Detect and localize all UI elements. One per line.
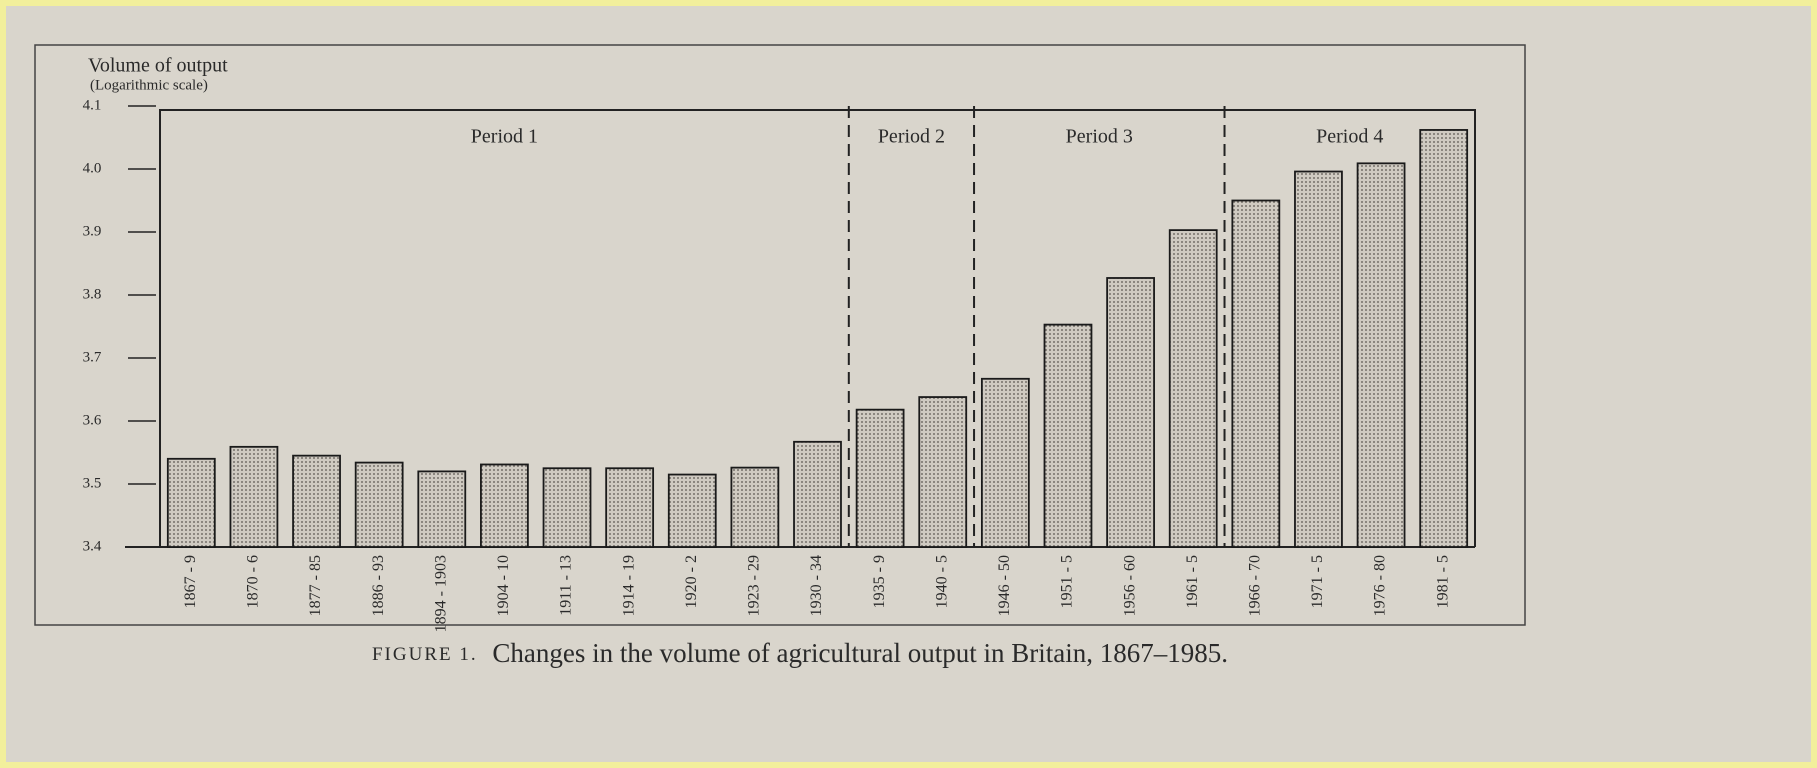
bar-texture — [354, 461, 404, 548]
bar-texture — [1231, 199, 1281, 548]
caption-text: Changes in the volume of agricultural ou… — [492, 638, 1228, 668]
bar-texture — [292, 454, 341, 548]
y-tick-label: 3.6 — [83, 412, 102, 428]
period-label: Period 1 — [471, 126, 538, 148]
period-label: Period 2 — [878, 126, 945, 148]
x-tick-label: 1951 - 5 — [1059, 555, 1076, 608]
bar-texture — [166, 457, 216, 548]
x-tick-label: 1976 - 80 — [1372, 555, 1389, 616]
period-label: Period 3 — [1066, 126, 1133, 148]
y-tick-label: 3.5 — [83, 475, 102, 491]
bar-texture — [730, 466, 780, 548]
bar-texture — [793, 440, 842, 548]
bar-texture — [1356, 162, 1406, 548]
x-tick-label: 1877 - 85 — [307, 555, 324, 616]
y-tick-label: 3.4 — [83, 538, 102, 554]
x-tick-label: 1904 - 10 — [495, 555, 512, 616]
paper — [6, 6, 1811, 762]
x-tick-label: 1956 - 60 — [1121, 555, 1138, 616]
y-tick-label: 4.1 — [83, 97, 102, 113]
y-tick-label: 4.0 — [83, 160, 102, 176]
bar-texture — [855, 408, 905, 548]
bar-texture — [1419, 129, 1469, 548]
x-tick-label: 1966 - 70 — [1247, 555, 1264, 616]
y-tick-label: 3.8 — [83, 286, 102, 302]
y-axis-note: (Logarithmic scale) — [90, 77, 208, 93]
x-tick-label: 1914 - 19 — [620, 555, 637, 616]
x-tick-label: 1961 - 5 — [1184, 555, 1201, 608]
y-tick-label: 3.7 — [83, 349, 102, 365]
caption: FIGURE 1. Changes in the volume of agric… — [372, 638, 1228, 668]
plot-frame — [159, 109, 1476, 547]
bar-texture — [1294, 170, 1343, 548]
x-tick-label: 1930 - 34 — [808, 555, 825, 616]
figure-frame — [34, 44, 1526, 626]
x-tick-label: 1923 - 29 — [746, 555, 763, 616]
x-tick-label: 1981 - 5 — [1434, 555, 1451, 608]
x-tick-label: 1886 - 93 — [370, 555, 387, 616]
caption-prefix: FIGURE 1. — [372, 644, 478, 665]
bar-texture — [480, 463, 529, 548]
x-tick-label: 1940 - 5 — [933, 555, 950, 608]
bar-texture — [1168, 229, 1218, 548]
bar-texture — [605, 467, 655, 548]
bar-texture — [918, 396, 968, 548]
bar-texture — [229, 445, 279, 548]
x-tick-label: 1935 - 9 — [871, 555, 888, 608]
x-tick-label: 1894 - 1903 — [432, 555, 449, 632]
y-tick-label: 3.9 — [83, 223, 102, 239]
bar-texture — [667, 473, 717, 548]
x-tick-label: 1920 - 2 — [683, 555, 700, 608]
bar-texture — [1106, 277, 1155, 548]
y-axis-label: Volume of output — [88, 55, 228, 77]
period-label: Period 4 — [1316, 126, 1383, 148]
bar-texture — [980, 377, 1030, 548]
x-tick-label: 1971 - 5 — [1309, 555, 1326, 608]
x-tick-label: 1870 - 6 — [245, 555, 262, 608]
x-tick-label: 1911 - 13 — [558, 555, 575, 616]
bar-texture — [542, 467, 592, 548]
bar-texture — [1043, 323, 1093, 548]
bar-texture — [417, 470, 467, 548]
x-tick-label: 1946 - 50 — [996, 555, 1013, 616]
x-tick-label: 1867 - 9 — [182, 555, 199, 608]
